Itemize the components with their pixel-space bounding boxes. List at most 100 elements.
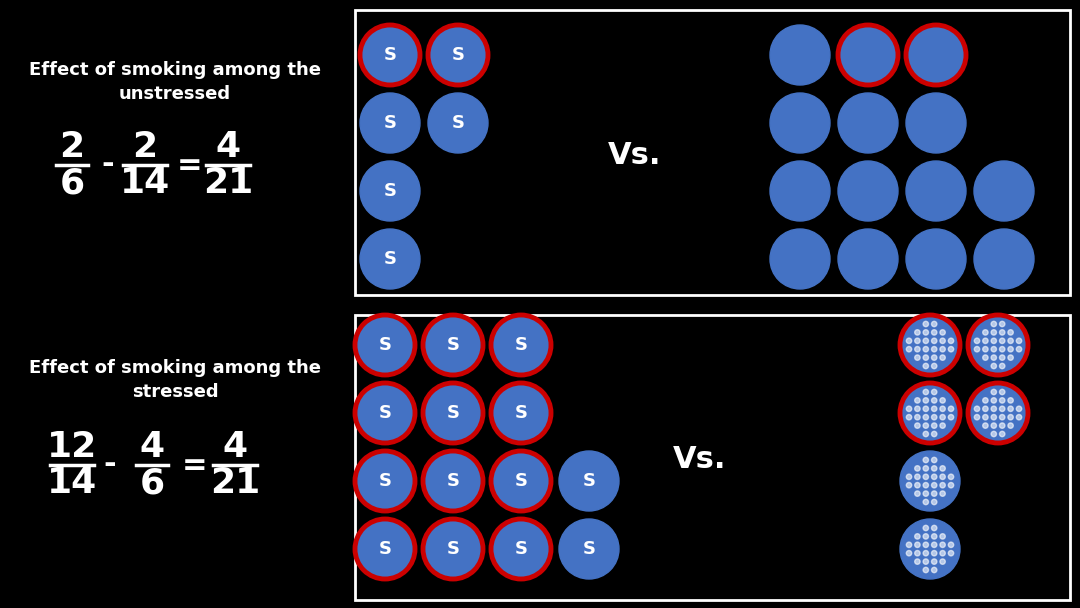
Circle shape: [999, 321, 1004, 326]
Circle shape: [931, 338, 937, 344]
Circle shape: [838, 93, 897, 153]
Circle shape: [915, 398, 920, 403]
Circle shape: [991, 338, 997, 344]
Circle shape: [991, 364, 997, 368]
Circle shape: [923, 347, 929, 352]
Circle shape: [948, 415, 954, 420]
Circle shape: [974, 415, 980, 420]
Circle shape: [423, 383, 483, 443]
Circle shape: [991, 347, 997, 352]
Circle shape: [983, 415, 988, 420]
Circle shape: [931, 466, 937, 471]
Circle shape: [838, 161, 897, 221]
Circle shape: [428, 25, 488, 85]
Circle shape: [974, 406, 980, 412]
Circle shape: [923, 330, 929, 335]
Circle shape: [991, 321, 997, 326]
Circle shape: [931, 398, 937, 403]
Circle shape: [923, 466, 929, 471]
Text: S: S: [582, 472, 595, 490]
Circle shape: [999, 355, 1004, 361]
Text: -: -: [102, 151, 114, 179]
Circle shape: [770, 229, 831, 289]
Text: S: S: [383, 46, 396, 64]
Circle shape: [900, 519, 960, 579]
Text: 21: 21: [210, 466, 260, 500]
Text: 21: 21: [203, 166, 253, 200]
Circle shape: [915, 406, 920, 412]
Circle shape: [491, 383, 551, 443]
Circle shape: [923, 338, 929, 344]
Text: 4: 4: [215, 130, 241, 164]
Circle shape: [931, 389, 937, 395]
Circle shape: [931, 457, 937, 463]
Circle shape: [983, 406, 988, 412]
Circle shape: [355, 383, 415, 443]
Circle shape: [1016, 338, 1022, 344]
Text: =: =: [183, 451, 207, 480]
Text: Effect of smoking among the
unstressed: Effect of smoking among the unstressed: [29, 61, 321, 103]
Circle shape: [838, 25, 897, 85]
Circle shape: [923, 398, 929, 403]
Circle shape: [999, 423, 1004, 428]
Circle shape: [940, 347, 945, 352]
Circle shape: [906, 229, 966, 289]
Text: S: S: [446, 336, 459, 354]
Circle shape: [999, 347, 1004, 352]
Text: S: S: [514, 540, 527, 558]
Circle shape: [906, 474, 912, 480]
Circle shape: [999, 389, 1004, 395]
Circle shape: [931, 483, 937, 488]
Circle shape: [940, 474, 945, 480]
Circle shape: [931, 499, 937, 505]
Circle shape: [923, 491, 929, 496]
Circle shape: [983, 423, 988, 428]
Circle shape: [491, 451, 551, 511]
Circle shape: [906, 483, 912, 488]
Circle shape: [906, 542, 912, 547]
Circle shape: [999, 398, 1004, 403]
Circle shape: [1016, 415, 1022, 420]
Circle shape: [940, 406, 945, 412]
Text: Vs.: Vs.: [673, 446, 727, 474]
Circle shape: [923, 559, 929, 564]
Circle shape: [906, 93, 966, 153]
Circle shape: [559, 451, 619, 511]
Circle shape: [999, 431, 1004, 437]
Circle shape: [940, 415, 945, 420]
Circle shape: [915, 542, 920, 547]
Circle shape: [931, 415, 937, 420]
Circle shape: [915, 483, 920, 488]
Circle shape: [915, 338, 920, 344]
Text: S: S: [582, 540, 595, 558]
Circle shape: [923, 525, 929, 531]
Circle shape: [355, 519, 415, 579]
Circle shape: [940, 559, 945, 564]
Circle shape: [991, 423, 997, 428]
Circle shape: [974, 161, 1034, 221]
Circle shape: [991, 355, 997, 361]
Circle shape: [491, 315, 551, 375]
Circle shape: [915, 466, 920, 471]
Circle shape: [940, 355, 945, 361]
Circle shape: [999, 406, 1004, 412]
Text: S: S: [446, 472, 459, 490]
Circle shape: [923, 415, 929, 420]
Circle shape: [931, 491, 937, 496]
Circle shape: [923, 355, 929, 361]
Circle shape: [931, 347, 937, 352]
Circle shape: [906, 25, 966, 85]
Circle shape: [360, 229, 420, 289]
Text: S: S: [378, 336, 391, 354]
Circle shape: [906, 161, 966, 221]
Circle shape: [1008, 398, 1013, 403]
Circle shape: [948, 550, 954, 556]
Circle shape: [940, 338, 945, 344]
Circle shape: [423, 315, 483, 375]
Text: 12: 12: [46, 430, 97, 464]
Circle shape: [355, 315, 415, 375]
Circle shape: [923, 483, 929, 488]
Circle shape: [1008, 415, 1013, 420]
Circle shape: [923, 567, 929, 573]
Circle shape: [1008, 355, 1013, 361]
